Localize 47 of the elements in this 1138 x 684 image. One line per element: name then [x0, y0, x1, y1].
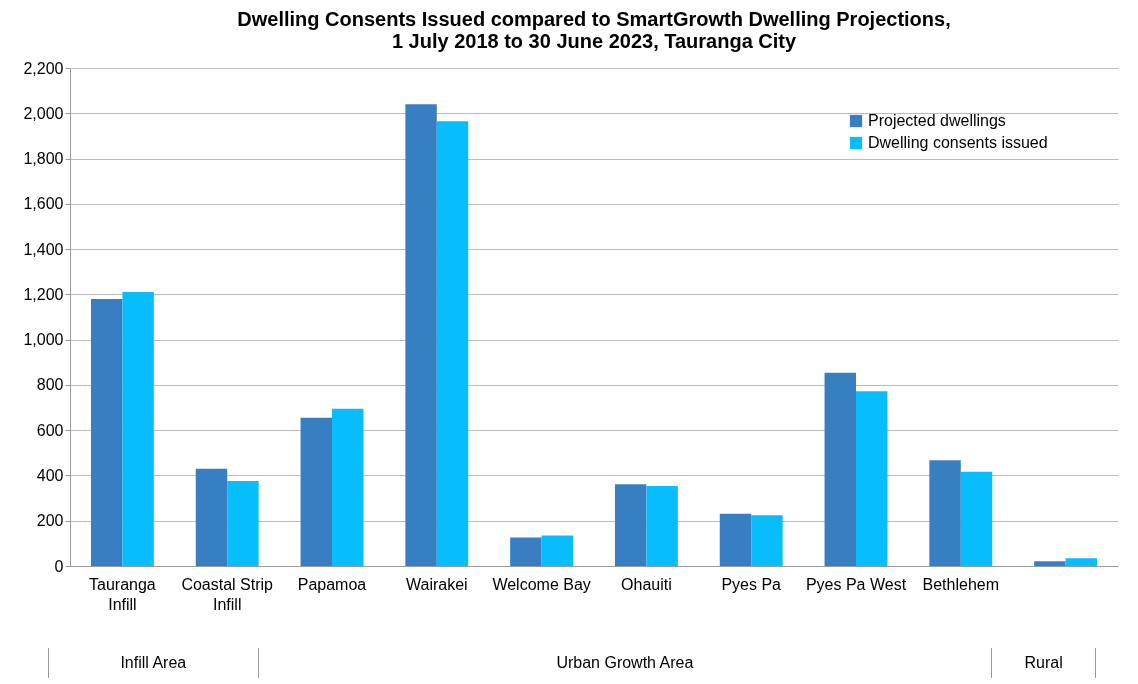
y-tick-label: 1,000: [23, 331, 64, 349]
bar: [90, 298, 123, 566]
bar: [856, 391, 888, 566]
bar: [122, 292, 154, 566]
bar: [646, 486, 678, 566]
bar: [1065, 558, 1098, 566]
y-tick-label: 1,800: [23, 150, 64, 168]
x-tick-label: Bethlehem: [922, 575, 1000, 593]
legend-label: Dwelling consents issued: [868, 134, 1048, 151]
y-tick-label: 600: [36, 421, 64, 439]
x-tick-label: Pyes Pa: [721, 575, 782, 593]
text: Infill Area: [48, 648, 258, 678]
text: Rural: [991, 648, 1096, 678]
y-tick-label: 2,200: [23, 59, 64, 77]
x-tick-label: Wairakei: [405, 575, 468, 593]
bar: [227, 481, 259, 566]
bar: [332, 408, 364, 566]
y-tick-label: 800: [36, 376, 64, 394]
text: Urban Growth Area: [257, 648, 992, 678]
x-tick-label: Coastal Strip Infill: [181, 575, 274, 613]
bar: [719, 513, 752, 566]
bar: [960, 471, 993, 566]
legend-label: Projected dwellings: [868, 112, 1006, 129]
bar: [510, 537, 542, 566]
y-tick-label: 200: [36, 512, 64, 530]
bar: [436, 121, 469, 566]
y-tick-label: 400: [36, 466, 64, 484]
y-tick-label: 2,000: [23, 104, 64, 122]
y-tick-label: 0: [54, 557, 64, 575]
bar: [541, 535, 574, 566]
y-tick-label: 1,200: [23, 285, 64, 303]
x-tick-label: Ohauiti: [621, 575, 672, 593]
bar: [405, 104, 437, 566]
bar: [751, 515, 783, 566]
y-tick-label: 1,400: [23, 240, 64, 258]
x-tick-label: Welcome Bay: [492, 575, 591, 593]
bar: [195, 468, 228, 566]
bar: [824, 372, 856, 566]
chart-title: Dwelling Consents Issued compared to SmartGrowth Dwelling Projections, 1 July 2018 to 30 June 2023, Tauranga City: [237, 8, 951, 52]
y-tick-label: 1,600: [23, 195, 64, 213]
x-tick-label: Papamoa: [297, 575, 367, 593]
bar: [614, 484, 647, 566]
x-tick-label: Pyes Pa West: [805, 575, 907, 593]
bar: [929, 460, 961, 566]
bar: [300, 417, 332, 566]
bar: [1034, 561, 1066, 566]
x-tick-label: Tauranga Infill: [89, 575, 156, 613]
